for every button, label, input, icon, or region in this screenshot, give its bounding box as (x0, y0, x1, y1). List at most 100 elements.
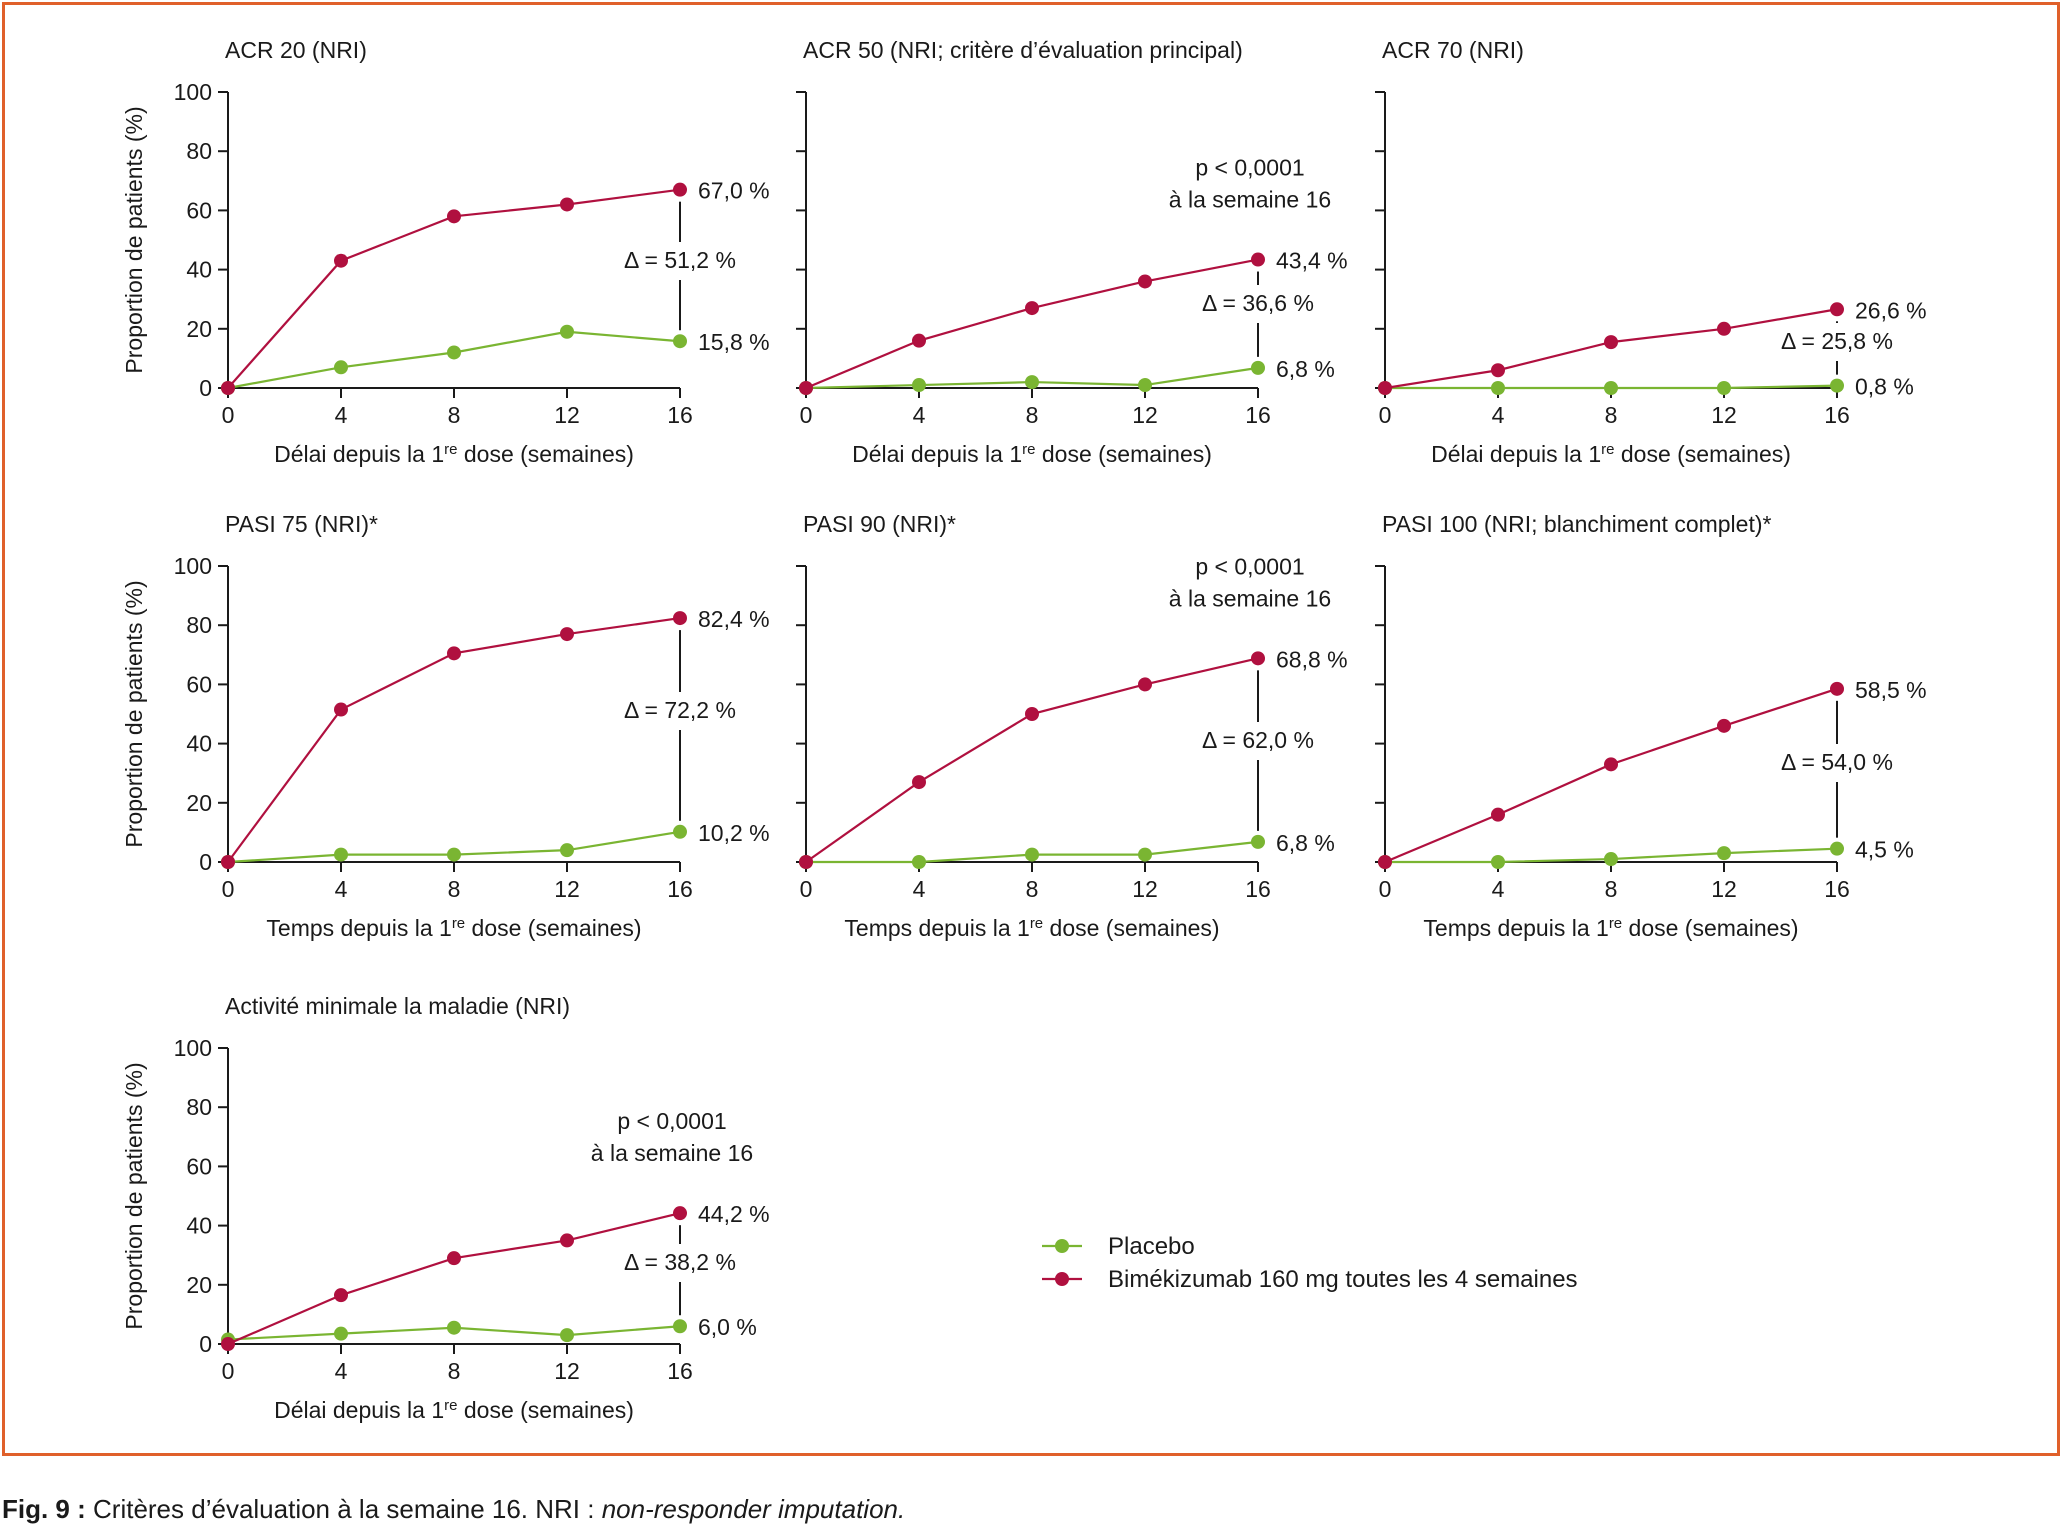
bimekizumab-point (1491, 807, 1505, 822)
pvalue-label: p < 0,0001 (1195, 553, 1304, 579)
x-tick-label: 4 (335, 1358, 348, 1384)
x-tick-label: 8 (448, 876, 461, 902)
caption-text: Critères d’évaluation à la semaine 16. N… (85, 1494, 602, 1524)
delta-label: Δ = 54,0 % (1781, 749, 1893, 775)
bimekizumab-point (334, 1288, 348, 1303)
y-tick-label: 80 (186, 138, 212, 164)
delta-label: Δ = 72,2 % (624, 697, 736, 723)
placebo-point (334, 360, 348, 375)
pvalue-label: p < 0,0001 (1195, 155, 1304, 181)
bimekizumab-point (1830, 302, 1844, 317)
panel-6: PASI 100 (NRI; blanchiment complet)* 0 4 8 1… (1375, 511, 1927, 941)
y-axis-label: Proportion de patients (%) (121, 580, 147, 847)
x-tick-label: 4 (913, 402, 926, 428)
placebo-point (334, 847, 348, 862)
x-tick-label: 8 (1605, 876, 1618, 902)
bimekizumab-series-line (805, 657, 1259, 863)
pvalue-label: p < 0,0001 (617, 1108, 726, 1134)
panel-4: PASI 75 (NRI)* 0 20 40 60 80 100 0 4 8 12 16 Temps d… (121, 511, 770, 941)
bimekizumab-point (334, 253, 348, 268)
delta-label: Δ = 38,2 % (624, 1249, 736, 1275)
delta-label: Δ = 51,2 % (624, 247, 736, 273)
bimekizumab-point (221, 855, 235, 869)
y-tick-label: 100 (174, 553, 212, 579)
bimekizumab-point (799, 855, 813, 869)
placebo-point (1491, 855, 1505, 869)
placebo-final-label: 15,8 % (698, 329, 770, 355)
panel-7: Activité minimale la maladie (NRI)020406… (121, 993, 770, 1423)
x-tick-label: 16 (667, 1358, 693, 1384)
bimekizumab-point (1378, 855, 1392, 869)
bimekizumab-point (1717, 718, 1731, 733)
placebo-point (1604, 381, 1618, 395)
x-tick-label: 8 (1026, 876, 1039, 902)
y-tick-label: 80 (186, 612, 212, 638)
panel-1: ACR 20 (NRI) 0 20 40 60 80 100 0 4 8 12 16 Délai dep… (121, 37, 770, 467)
y-tick-label: 60 (186, 1153, 212, 1179)
bimekizumab-point (1138, 677, 1152, 692)
legend-placebo-label: Placebo (1108, 1233, 1195, 1260)
placebo-point (1830, 378, 1844, 393)
placebo-point (334, 1326, 348, 1341)
bimekizumab-point (221, 1337, 235, 1351)
caption-italic: non-responder imputation. (601, 1494, 906, 1524)
x-tick-label: 12 (554, 1358, 580, 1384)
figure-frame (2, 2, 2060, 1456)
x-tick-label: 12 (554, 876, 580, 902)
x-tick-label: 4 (335, 402, 348, 428)
figure-caption: Fig. 9 : Critères d’évaluation à la sema… (2, 1494, 905, 1525)
bimekizumab-point (1025, 301, 1039, 316)
bimekizumab-point (673, 1206, 687, 1221)
placebo-final-label: 6,0 % (698, 1314, 757, 1340)
y-tick-label: 0 (199, 849, 212, 875)
y-tick-label: 20 (186, 790, 212, 816)
y-tick-label: 80 (186, 1094, 212, 1120)
x-tick-label: 0 (1379, 402, 1392, 428)
bimekizumab-point (447, 209, 461, 224)
placebo-final-label: 6,8 % (1276, 830, 1335, 856)
placebo-point (560, 1328, 574, 1343)
placebo-point (1717, 846, 1731, 861)
y-tick-label: 100 (174, 1035, 212, 1061)
y-tick-label: 40 (186, 257, 212, 283)
placebo-point (447, 1320, 461, 1335)
placebo-point (1138, 847, 1152, 862)
y-tick-label: 60 (186, 671, 212, 697)
y-tick-label: 20 (186, 316, 212, 342)
placebo-final-label: 0,8 % (1855, 374, 1914, 400)
pvalue-week-label: à la semaine 16 (1169, 585, 1331, 611)
bimekizumab-point (1025, 707, 1039, 721)
legend-bimekizumab-label: Bimékizumab 160 mg toutes les 4 semaines (1108, 1266, 1578, 1293)
bimekizumab-point (1491, 363, 1505, 378)
legend: Placebo Bimékizumab 160 mg toutes les 4 s… (1042, 1233, 1578, 1293)
bimekizumab-point (560, 1233, 574, 1248)
panel-5: PASI 90 (NRI)* 0 4 8 12 16 Temps depuis la 1re… (796, 511, 1348, 941)
panel-title: PASI 90 (NRI)* (803, 511, 956, 537)
placebo-point (1138, 378, 1152, 393)
x-tick-label: 12 (1132, 876, 1158, 902)
x-tick-label: 12 (1711, 402, 1737, 428)
bimekizumab-point (1138, 274, 1152, 289)
bimekizumab-point (912, 775, 926, 790)
placebo-point (1830, 841, 1844, 856)
bimekizumab-final-label: 82,4 % (698, 606, 770, 632)
x-tick-label: 4 (913, 876, 926, 902)
bimekizumab-point (1378, 381, 1392, 395)
delta-label: Δ = 25,8 % (1781, 328, 1893, 354)
bimekizumab-point (1604, 757, 1618, 772)
x-tick-label: 12 (1711, 876, 1737, 902)
bimekizumab-point (334, 702, 348, 717)
panel-title: ACR 70 (NRI) (1382, 37, 1524, 63)
bimekizumab-series-line (805, 258, 1259, 390)
pvalue-week-label: à la semaine 16 (1169, 187, 1331, 213)
y-axis-label: Proportion de patients (%) (121, 106, 147, 373)
placebo-point (1717, 381, 1731, 395)
y-tick-label: 0 (199, 1331, 212, 1357)
bimekizumab-point (799, 381, 813, 395)
panel-title: ACR 50 (NRI; critère d’évaluation princi… (803, 37, 1243, 63)
x-tick-label: 8 (448, 402, 461, 428)
x-tick-label: 16 (667, 876, 693, 902)
legend-placebo-marker (1055, 1239, 1069, 1253)
x-tick-label: 0 (222, 402, 235, 428)
